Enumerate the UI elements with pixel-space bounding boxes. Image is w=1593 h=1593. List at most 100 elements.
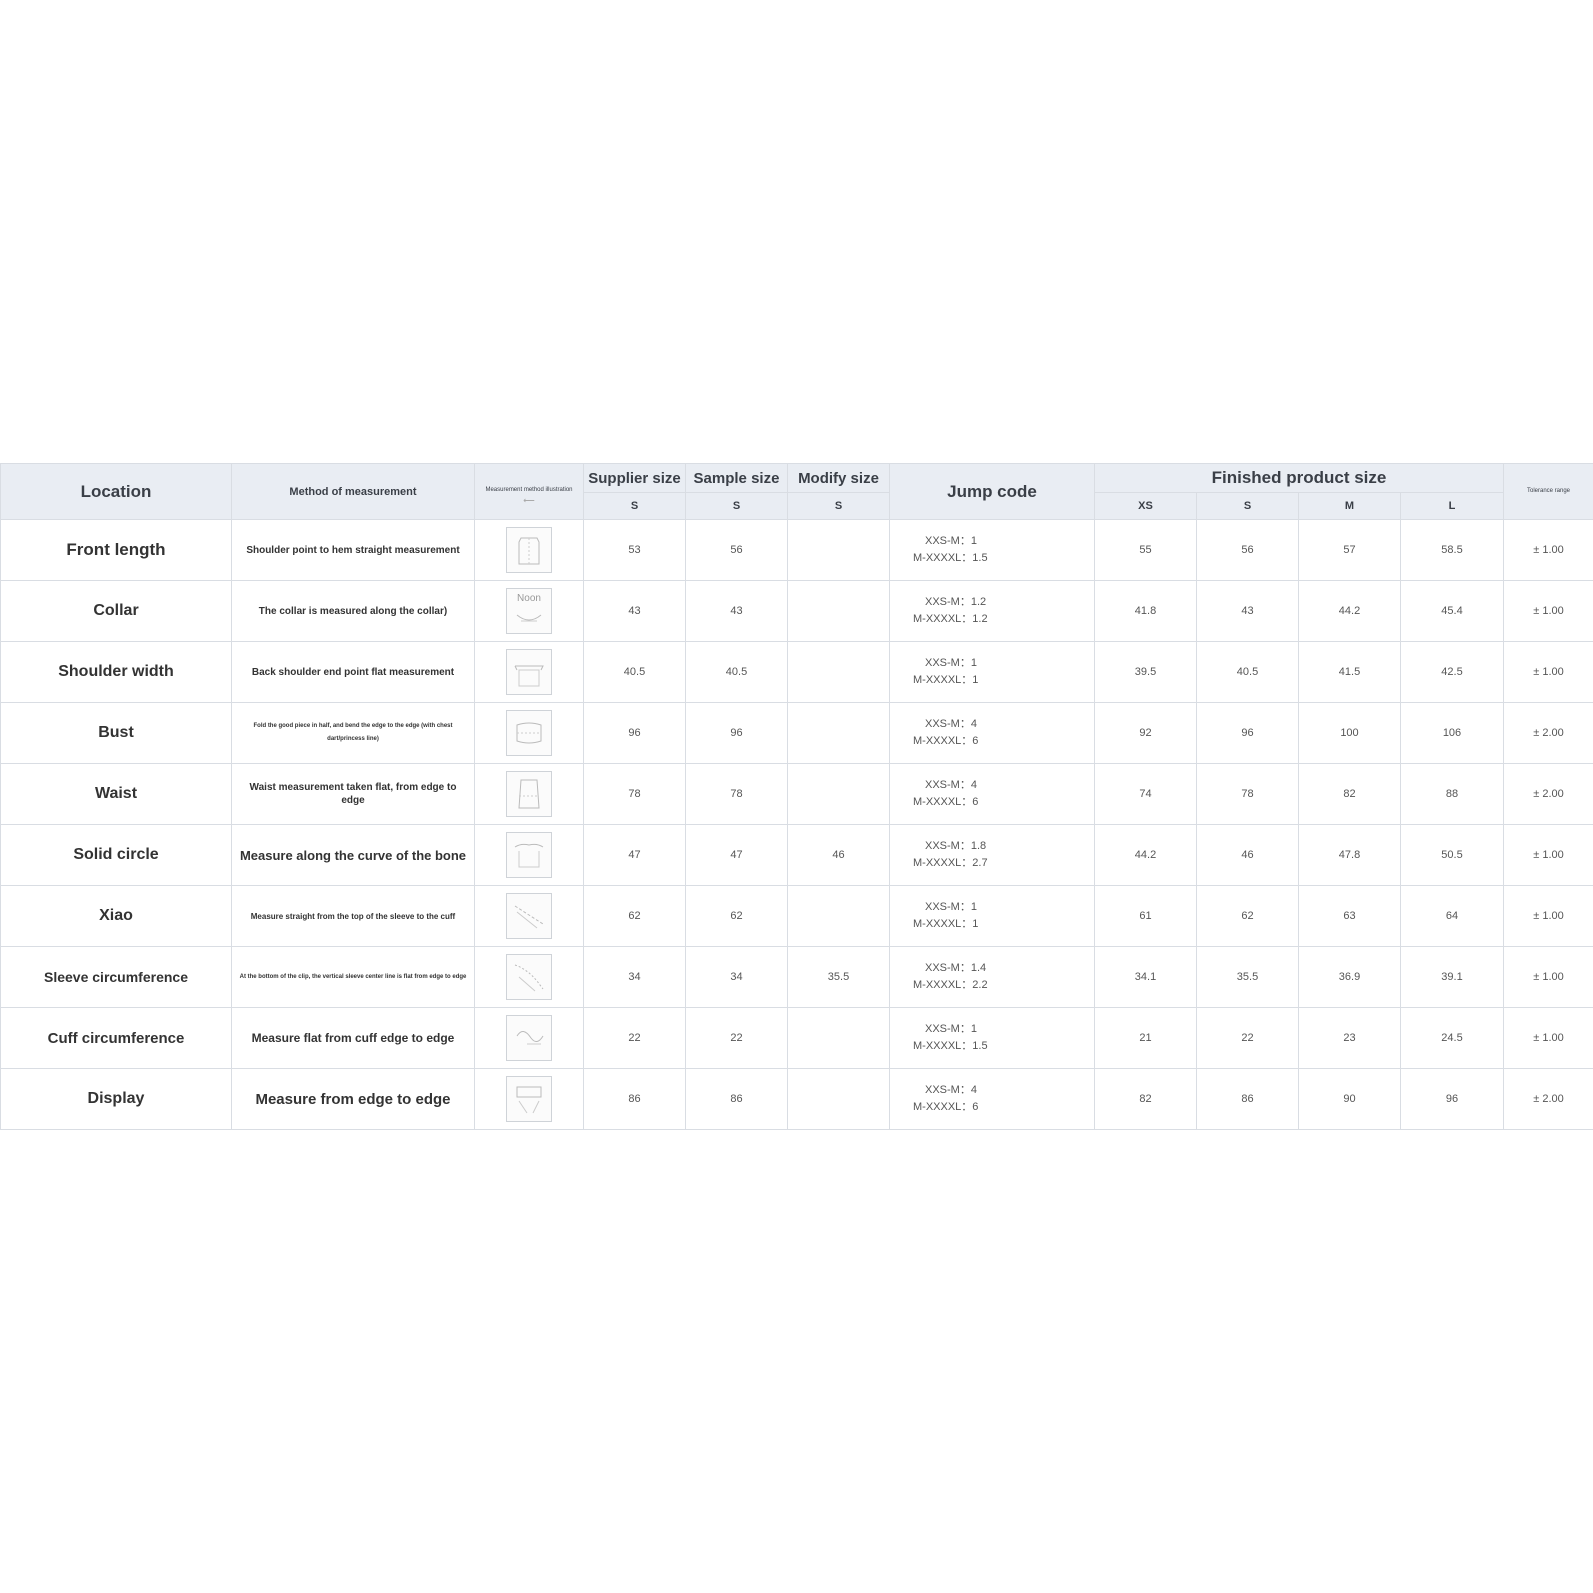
jump-code-m-xxxxl: M-XXXXL：1.2 — [913, 613, 988, 625]
jump-code-cell: XXS-M：1 M-XXXXL：1 — [889, 885, 1095, 947]
location-cell: Collar — [0, 580, 232, 642]
finished-size-l-cell: 50.5 — [1400, 824, 1504, 886]
location-cell: Display — [0, 1068, 232, 1130]
finished-size-l-cell: 24.5 — [1400, 1007, 1504, 1069]
jump-code-cell: XXS-M：4 M-XXXXL：6 — [889, 763, 1095, 825]
illustration-cell — [474, 519, 584, 581]
arrow-icon: ⟵ — [523, 496, 535, 505]
supplier-size-cell: 47 — [583, 824, 686, 886]
finished-size-xs-cell: 92 — [1094, 702, 1197, 764]
tolerance-cell: ± 2.00 — [1503, 702, 1593, 764]
finished-size-xs-cell: 21 — [1094, 1007, 1197, 1069]
table-row: Shoulder width Back shoulder end point fl… — [0, 641, 1593, 703]
table-row: Display Measure from edge to edge 86 86 XXS-… — [0, 1068, 1593, 1130]
modify-size-cell — [787, 1007, 890, 1069]
jump-code-xxs-m: XXS-M：1 — [925, 901, 977, 913]
bust-sketch-icon — [506, 710, 552, 756]
illustration-cell — [474, 763, 584, 825]
jump-code-m-xxxxl: M-XXXXL：6 — [913, 796, 979, 808]
finished-size-s-cell: 86 — [1196, 1068, 1299, 1130]
jump-code-m-xxxxl: M-XXXXL：1.5 — [913, 552, 988, 564]
finished-size-xs-cell: 34.1 — [1094, 946, 1197, 1008]
table-row: Front length Shoulder point to hem straig… — [0, 519, 1593, 581]
jump-code-m-xxxxl: M-XXXXL：2.2 — [913, 979, 988, 991]
location-cell: Sleeve circumference — [0, 946, 232, 1008]
supplier-size-cell: 96 — [583, 702, 686, 764]
finished-size-l-cell: 64 — [1400, 885, 1504, 947]
location-cell: Cuff circumference — [0, 1007, 232, 1069]
tolerance-cell: ± 1.00 — [1503, 580, 1593, 642]
finished-size-m-cell: 57 — [1298, 519, 1401, 581]
jump-code-xxs-m: XXS-M：1 — [925, 1023, 977, 1035]
illustration-cell — [474, 1068, 584, 1130]
collar-sketch-icon: Noon — [506, 588, 552, 634]
method-cell: Measure straight from the top of the sle… — [231, 885, 475, 947]
header-tolerance: Tolerance range — [1503, 463, 1593, 520]
table-row: Cuff circumference Measure flat from cuff… — [0, 1007, 1593, 1069]
subheader-sample: S — [685, 492, 788, 520]
tolerance-cell: ± 1.00 — [1503, 1007, 1593, 1069]
subheader-supplier: S — [583, 492, 686, 520]
header-finished: Finished product size — [1094, 463, 1504, 493]
jump-code-cell: XXS-M：1.4 M-XXXXL：2.2 — [889, 946, 1095, 1008]
modify-size-cell: 35.5 — [787, 946, 890, 1008]
method-cell: At the bottom of the clip, the vertical … — [231, 946, 475, 1008]
subheader-size-l: L — [1400, 492, 1504, 520]
method-cell: Measure flat from cuff edge to edge — [231, 1007, 475, 1069]
jump-code-m-xxxxl: M-XXXXL：6 — [913, 1101, 979, 1113]
waist-sketch-icon — [506, 771, 552, 817]
finished-size-s-cell: 56 — [1196, 519, 1299, 581]
front-length-sketch-icon — [506, 527, 552, 573]
finished-size-s-cell: 62 — [1196, 885, 1299, 947]
jump-code-xxs-m: XXS-M：4 — [925, 779, 977, 791]
tolerance-cell: ± 1.00 — [1503, 641, 1593, 703]
illustration-cell — [474, 824, 584, 886]
finished-size-l-cell: 42.5 — [1400, 641, 1504, 703]
header-sample: Sample size — [685, 463, 788, 493]
finished-size-m-cell: 23 — [1298, 1007, 1401, 1069]
header-location: Location — [0, 463, 232, 520]
finished-size-l-cell: 58.5 — [1400, 519, 1504, 581]
sample-size-cell: 86 — [685, 1068, 788, 1130]
modify-size-cell — [787, 641, 890, 703]
table-row: Solid circle Measure along the curve of t… — [0, 824, 1593, 886]
finished-size-l-cell: 88 — [1400, 763, 1504, 825]
table-row: Bust Fold the good piece in half, and ben… — [0, 702, 1593, 764]
jump-code-cell: XXS-M：1 M-XXXXL：1 — [889, 641, 1095, 703]
illustration-cell — [474, 885, 584, 947]
sample-size-cell: 43 — [685, 580, 788, 642]
shoulder-width-sketch-icon — [506, 649, 552, 695]
finished-size-s-cell: 46 — [1196, 824, 1299, 886]
tolerance-cell: ± 1.00 — [1503, 946, 1593, 1008]
location-cell: Xiao — [0, 885, 232, 947]
modify-size-cell — [787, 885, 890, 947]
finished-size-s-cell: 78 — [1196, 763, 1299, 825]
jump-code-cell: XXS-M：1 M-XXXXL：1.5 — [889, 1007, 1095, 1069]
table-row: Sleeve circumference At the bottom of the… — [0, 946, 1593, 1008]
header-supplier: Supplier size — [583, 463, 686, 493]
tolerance-cell: ± 1.00 — [1503, 824, 1593, 886]
jump-code-xxs-m: XXS-M：1 — [925, 535, 977, 547]
location-cell: Waist — [0, 763, 232, 825]
finished-size-s-cell: 43 — [1196, 580, 1299, 642]
finished-size-l-cell: 96 — [1400, 1068, 1504, 1130]
table-row: Collar The collar is measured along the c… — [0, 580, 1593, 642]
supplier-size-cell: 40.5 — [583, 641, 686, 703]
subheader-size-s: S — [1196, 492, 1299, 520]
finished-size-xs-cell: 44.2 — [1094, 824, 1197, 886]
location-cell: Solid circle — [0, 824, 232, 886]
modify-size-cell — [787, 702, 890, 764]
table-row: Xiao Measure straight from the top of the… — [0, 885, 1593, 947]
modify-size-cell — [787, 763, 890, 825]
method-cell: Measure from edge to edge — [231, 1068, 475, 1130]
tolerance-cell: ± 2.00 — [1503, 763, 1593, 825]
finished-size-m-cell: 44.2 — [1298, 580, 1401, 642]
finished-size-m-cell: 63 — [1298, 885, 1401, 947]
supplier-size-cell: 34 — [583, 946, 686, 1008]
jump-code-m-xxxxl: M-XXXXL：6 — [913, 735, 979, 747]
jump-code-xxs-m: XXS-M：1.4 — [925, 962, 987, 974]
jump-code-cell: XXS-M：4 M-XXXXL：6 — [889, 1068, 1095, 1130]
subheader-size-xs: XS — [1094, 492, 1197, 520]
supplier-size-cell: 22 — [583, 1007, 686, 1069]
jump-code-xxs-m: XXS-M：4 — [925, 718, 977, 730]
